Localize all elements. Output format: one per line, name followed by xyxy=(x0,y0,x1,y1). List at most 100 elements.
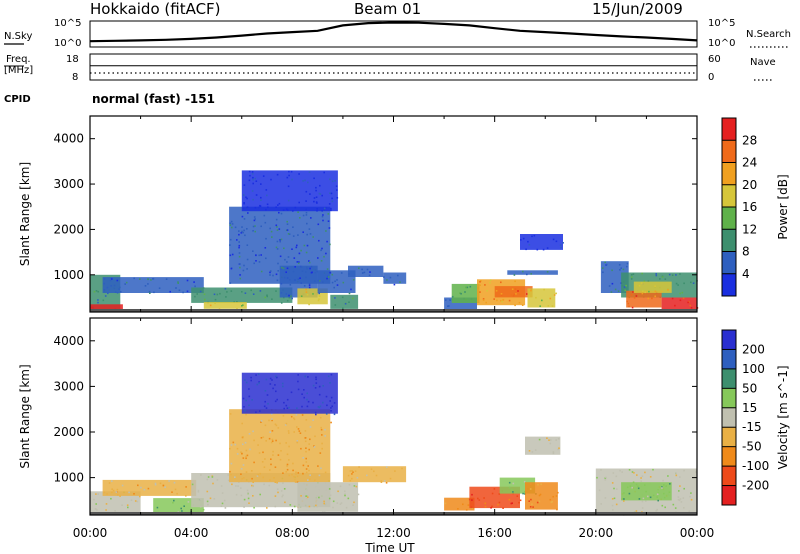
power-colorbar-tick-label: 4 xyxy=(742,267,750,281)
heat-speckle xyxy=(255,374,257,376)
heat-speckle xyxy=(623,500,625,502)
heat-speckle xyxy=(251,171,254,173)
heat-speckle xyxy=(484,505,487,508)
heat-speckle xyxy=(624,289,626,292)
heat-speckle xyxy=(288,233,291,235)
heat-region xyxy=(520,234,563,250)
heat-speckle xyxy=(237,485,239,487)
heat-speckle xyxy=(236,447,239,450)
heat-speckle xyxy=(283,401,285,404)
heat-speckle xyxy=(632,291,634,293)
velocity-colorbar-frame xyxy=(721,329,737,506)
heat-speckle xyxy=(320,260,323,262)
heat-speckle xyxy=(248,404,250,407)
heat-speckle xyxy=(321,447,323,450)
heat-speckle xyxy=(546,247,549,249)
heat-speckle xyxy=(297,234,299,236)
heat-speckle xyxy=(536,501,539,504)
heat-speckle xyxy=(652,468,654,471)
heat-speckle xyxy=(250,376,252,379)
heat-speckle xyxy=(308,261,311,264)
heat-speckle xyxy=(139,495,141,498)
heat-speckle xyxy=(262,436,265,438)
heat-speckle xyxy=(538,500,541,503)
heat-speckle xyxy=(641,475,644,477)
heat-speckle xyxy=(614,288,617,291)
heat-speckle xyxy=(186,279,189,282)
heat-speckle xyxy=(460,292,462,295)
heat-speckle xyxy=(241,226,243,228)
heat-speckle xyxy=(236,239,238,241)
heat-speckle xyxy=(251,190,254,192)
heat-speckle xyxy=(251,477,253,480)
heat-speckle xyxy=(105,503,108,505)
heat-speckle xyxy=(253,506,255,509)
heat-speckle xyxy=(312,236,314,238)
heat-speckle xyxy=(682,297,685,300)
heat-speckle xyxy=(239,274,241,276)
heat-speckle xyxy=(358,466,360,468)
heat-speckle xyxy=(308,260,310,262)
heat-speckle xyxy=(143,488,146,491)
heat-speckle xyxy=(279,442,281,445)
heat-speckle xyxy=(489,281,491,284)
heat-speckle xyxy=(628,469,631,471)
heat-speckle xyxy=(305,190,308,193)
heat-speckle xyxy=(105,509,107,511)
heat-speckle xyxy=(288,296,291,299)
heat-speckle xyxy=(526,273,528,276)
heat-speckle xyxy=(240,468,243,470)
heat-speckle xyxy=(321,434,323,436)
heat-speckle xyxy=(538,494,541,497)
heat-speckle xyxy=(532,506,534,508)
heat-speckle xyxy=(647,280,650,283)
power-colorbar-tick-label: 12 xyxy=(742,222,757,236)
heat-speckle xyxy=(173,481,176,484)
heat-speckle xyxy=(276,229,279,231)
heat-speckle xyxy=(97,299,99,301)
nsky-line xyxy=(89,21,698,43)
heat-speckle xyxy=(111,491,113,494)
velocity-colorbar-swatch xyxy=(722,446,736,467)
heat-speckle xyxy=(317,279,320,282)
heat-speckle xyxy=(484,502,487,505)
heat-speckle xyxy=(289,504,292,506)
heat-speckle xyxy=(271,298,273,300)
heat-speckle xyxy=(164,486,166,488)
heat-speckle xyxy=(329,192,331,194)
velocity-colorbar-swatch xyxy=(722,388,736,409)
heat-speckle xyxy=(108,482,111,484)
heat-speckle xyxy=(341,296,344,299)
heat-speckle xyxy=(248,433,251,435)
heat-speckle xyxy=(286,407,289,409)
heat-speckle xyxy=(243,406,245,408)
heat-speckle xyxy=(518,301,521,304)
heat-speckle xyxy=(265,208,267,211)
velocity-colorbar-tick-label: -15 xyxy=(742,420,762,434)
heat-speckle xyxy=(295,473,297,475)
heat-speckle xyxy=(286,223,289,225)
heat-speckle xyxy=(508,299,511,302)
heat-speckle xyxy=(514,280,516,283)
heat-speckle xyxy=(269,227,271,230)
heat-speckle xyxy=(329,271,331,274)
heat-speckle xyxy=(281,382,284,385)
heat-speckle xyxy=(469,285,472,288)
heat-speckle xyxy=(361,272,364,274)
heat-speckle xyxy=(282,494,284,497)
heat-speckle xyxy=(298,173,300,175)
heat-speckle xyxy=(315,504,317,507)
heat-speckle xyxy=(629,485,632,487)
heat-speckle xyxy=(282,385,284,388)
heat-speckle xyxy=(335,185,338,187)
heat-speckle xyxy=(137,484,139,487)
heat-speckle xyxy=(690,281,692,284)
heat-speckle xyxy=(265,237,267,240)
heat-speckle xyxy=(613,497,616,500)
heat-speckle xyxy=(271,236,273,238)
heat-speckle xyxy=(522,492,524,495)
heat-speckle xyxy=(260,254,262,256)
heat-speckle xyxy=(95,493,97,495)
heat-speckle xyxy=(661,487,663,489)
heat-speckle xyxy=(393,283,396,286)
